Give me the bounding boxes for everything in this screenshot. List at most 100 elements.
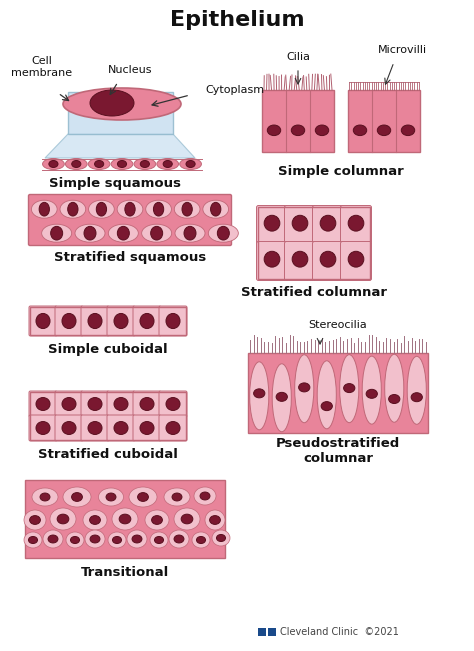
Ellipse shape — [210, 516, 220, 525]
Ellipse shape — [184, 227, 196, 240]
Text: Nucleus: Nucleus — [108, 65, 152, 75]
Ellipse shape — [218, 227, 229, 240]
Ellipse shape — [182, 202, 192, 216]
Ellipse shape — [60, 201, 86, 218]
Ellipse shape — [321, 402, 332, 411]
FancyBboxPatch shape — [340, 206, 372, 245]
Ellipse shape — [118, 227, 129, 240]
Ellipse shape — [36, 313, 50, 329]
Ellipse shape — [63, 487, 91, 507]
Ellipse shape — [71, 536, 80, 544]
Text: Epithelium: Epithelium — [170, 10, 304, 30]
Ellipse shape — [264, 215, 280, 231]
Ellipse shape — [62, 421, 76, 434]
Ellipse shape — [210, 202, 221, 216]
FancyBboxPatch shape — [159, 391, 187, 417]
Text: Transitional: Transitional — [81, 566, 169, 579]
Ellipse shape — [117, 201, 143, 218]
Ellipse shape — [353, 125, 367, 135]
FancyBboxPatch shape — [81, 415, 109, 441]
Ellipse shape — [299, 383, 310, 392]
Ellipse shape — [96, 202, 107, 216]
Ellipse shape — [174, 508, 200, 530]
FancyBboxPatch shape — [107, 306, 135, 336]
Polygon shape — [45, 134, 195, 158]
Ellipse shape — [145, 510, 169, 530]
Ellipse shape — [186, 161, 195, 167]
Ellipse shape — [31, 201, 57, 218]
Ellipse shape — [166, 421, 180, 434]
Ellipse shape — [99, 488, 124, 506]
Ellipse shape — [203, 201, 228, 218]
Ellipse shape — [118, 161, 127, 167]
Ellipse shape — [36, 421, 50, 434]
Text: Cilia: Cilia — [286, 52, 310, 62]
Ellipse shape — [51, 227, 63, 240]
Ellipse shape — [295, 355, 314, 422]
Ellipse shape — [127, 530, 147, 548]
Ellipse shape — [140, 313, 154, 329]
Ellipse shape — [49, 161, 58, 167]
Bar — [258, 628, 266, 636]
Ellipse shape — [200, 492, 210, 500]
Ellipse shape — [129, 487, 157, 507]
Ellipse shape — [90, 535, 100, 543]
Ellipse shape — [267, 125, 281, 135]
FancyBboxPatch shape — [29, 415, 57, 441]
Ellipse shape — [272, 364, 292, 432]
Text: Microvilli: Microvilli — [377, 45, 427, 55]
Ellipse shape — [344, 383, 355, 393]
Ellipse shape — [217, 534, 226, 542]
FancyBboxPatch shape — [159, 415, 187, 441]
Ellipse shape — [142, 224, 172, 242]
Ellipse shape — [292, 251, 308, 267]
Ellipse shape — [111, 158, 133, 169]
Text: Cleveland Clinic  ©2021: Cleveland Clinic ©2021 — [280, 627, 399, 637]
Ellipse shape — [39, 202, 49, 216]
Ellipse shape — [181, 514, 193, 524]
Ellipse shape — [389, 395, 400, 404]
Ellipse shape — [75, 224, 105, 242]
Ellipse shape — [119, 514, 131, 524]
Ellipse shape — [43, 530, 63, 548]
Ellipse shape — [65, 158, 87, 169]
Ellipse shape — [411, 393, 422, 402]
Ellipse shape — [209, 224, 238, 242]
Bar — [348, 90, 420, 152]
Text: Stereocilia: Stereocilia — [309, 320, 367, 330]
Ellipse shape — [68, 202, 78, 216]
Ellipse shape — [29, 516, 40, 525]
Ellipse shape — [407, 356, 426, 424]
Ellipse shape — [63, 88, 181, 120]
FancyBboxPatch shape — [312, 242, 344, 281]
Ellipse shape — [152, 516, 163, 525]
Ellipse shape — [362, 356, 381, 424]
Ellipse shape — [140, 421, 154, 434]
Ellipse shape — [125, 202, 135, 216]
Ellipse shape — [292, 125, 305, 135]
Ellipse shape — [205, 510, 225, 530]
FancyBboxPatch shape — [133, 391, 161, 417]
Ellipse shape — [90, 90, 134, 116]
Ellipse shape — [95, 161, 104, 167]
Ellipse shape — [155, 536, 164, 544]
Ellipse shape — [194, 487, 216, 505]
Ellipse shape — [150, 532, 168, 548]
Ellipse shape — [88, 158, 110, 169]
Ellipse shape — [42, 224, 72, 242]
Ellipse shape — [88, 421, 102, 434]
Bar — [262, 90, 334, 152]
Ellipse shape — [114, 313, 128, 329]
Ellipse shape — [366, 389, 377, 398]
Ellipse shape — [48, 535, 58, 543]
Ellipse shape — [340, 355, 359, 422]
Ellipse shape — [401, 125, 415, 135]
Ellipse shape — [24, 510, 46, 530]
Ellipse shape — [134, 158, 156, 169]
FancyBboxPatch shape — [107, 415, 135, 441]
Ellipse shape — [106, 493, 116, 501]
FancyBboxPatch shape — [312, 206, 344, 245]
Ellipse shape — [348, 215, 364, 231]
Ellipse shape — [254, 389, 265, 398]
Ellipse shape — [348, 251, 364, 267]
